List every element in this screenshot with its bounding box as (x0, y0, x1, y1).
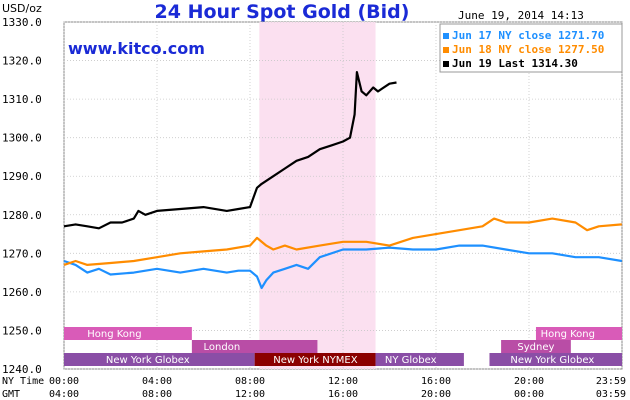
chart-title: 24 Hour Spot Gold (Bid) (155, 1, 410, 23)
legend-entry-jun18: Jun 18 NY close 1277.50 (452, 43, 604, 56)
ny-time-label: NY Time (2, 376, 44, 387)
market-ny-nymex-label: New York NYMEX (273, 355, 358, 366)
market-hong-kong-2-label: Hong Kong (541, 329, 595, 340)
chart-datetime: June 19, 2014 14:13 (458, 9, 584, 22)
legend-swatch-jun18 (443, 47, 449, 53)
market-ny-globex-short-bar (375, 353, 464, 366)
legend: Jun 17 NY close 1271.70 Jun 18 NY close … (439, 23, 623, 73)
market-sydney-bar (501, 340, 571, 353)
market-sydney-label: Sydney (517, 342, 554, 353)
market-ny-globex-2-bar (489, 353, 622, 366)
market-hong-kong-bar (64, 327, 192, 340)
x-tick-ny: 23:59 (596, 376, 626, 387)
legend-entry-jun17: Jun 17 NY close 1271.70 (452, 29, 604, 42)
x-tick-gmt: 08:00 (142, 389, 172, 400)
legend-swatch-jun17 (443, 33, 449, 39)
series-jun18-line (63, 217, 622, 266)
x-tick-gmt: 00:00 (514, 389, 544, 400)
x-tick-ny: 20:00 (514, 376, 544, 387)
x-tick-ny: 04:00 (142, 376, 172, 387)
x-tick-ny: 08:00 (235, 376, 265, 387)
y-tick-label: 1330.0 (2, 16, 42, 29)
x-tick-gmt: 04:00 (49, 389, 79, 400)
series-jun17-line (63, 244, 622, 290)
y-tick-label: 1260.0 (2, 286, 42, 299)
x-tick-gmt: 20:00 (421, 389, 451, 400)
y-tick-label: 1310.0 (2, 93, 42, 106)
series-jun19-line (63, 71, 397, 230)
x-tick-gmt: 16:00 (328, 389, 358, 400)
y-tick-label: 1320.0 (2, 55, 42, 68)
price-series (63, 71, 622, 290)
x-tick-gmt: 12:00 (235, 389, 265, 400)
market-hong-kong-2-bar (535, 327, 622, 340)
market-ny-globex-label: New York Globex (106, 355, 190, 366)
y-tick-label: 1240.0 (2, 363, 42, 376)
gmt-label: GMT (2, 389, 20, 400)
x-tick-ny: 16:00 (421, 376, 451, 387)
x-tick-ny: 00:00 (49, 376, 79, 387)
x-axis-ticks: 00:00 04:00 04:00 08:00 08:00 12:00 12:00 16:00… (49, 376, 626, 400)
x-tick-ny: 12:00 (328, 376, 358, 387)
market-london-bar (191, 340, 318, 353)
y-axis-ticks: 1240.0 1250.0 1260.0 1270.0 1280.0 1290.0 1300… (2, 16, 42, 376)
y-tick-label: 1290.0 (2, 170, 42, 183)
unit-label: USD/oz (2, 2, 42, 15)
y-tick-label: 1300.0 (2, 132, 42, 145)
watermark: www.kitco.com (68, 39, 205, 58)
legend-swatch-jun19 (443, 61, 449, 67)
market-ny-globex-bar (64, 353, 255, 366)
market-ny-nymex-bar (254, 353, 376, 366)
market-session-bars: Hong Kong London New York Globex New York N… (64, 327, 622, 366)
y-tick-label: 1250.0 (2, 324, 42, 337)
market-london-label: London (204, 342, 241, 353)
y-tick-label: 1280.0 (2, 209, 42, 222)
x-tick-gmt: 03:59 (596, 389, 626, 400)
market-ny-globex-2-label: New York Globex (510, 355, 594, 366)
market-hong-kong-label: Hong Kong (87, 329, 141, 340)
legend-entry-jun19: Jun 19 Last 1314.30 (452, 57, 578, 70)
y-tick-label: 1270.0 (2, 247, 42, 260)
market-ny-globex-short-label: NY Globex (385, 355, 437, 366)
